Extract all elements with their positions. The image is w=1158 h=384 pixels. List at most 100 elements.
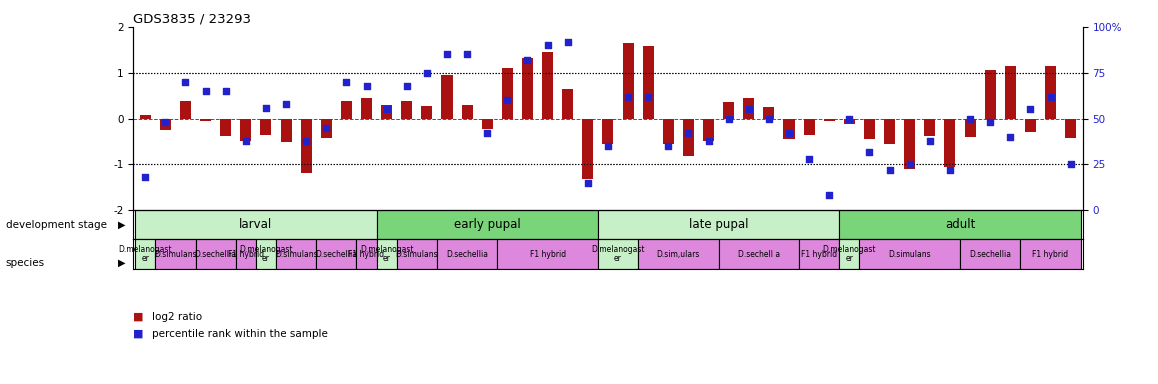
Point <box>719 116 738 122</box>
Bar <box>135 240 155 269</box>
Bar <box>200 119 211 121</box>
Bar <box>241 119 251 141</box>
Bar <box>683 119 694 156</box>
Bar <box>497 240 598 269</box>
Bar <box>743 98 754 119</box>
Bar <box>256 240 276 269</box>
Bar <box>984 70 996 119</box>
Point <box>800 156 819 162</box>
Point <box>659 143 677 149</box>
Bar <box>582 119 593 179</box>
Point <box>760 116 778 122</box>
Bar <box>381 105 393 119</box>
Bar <box>960 240 1020 269</box>
Bar <box>1025 119 1036 132</box>
Bar <box>562 89 573 119</box>
Point <box>699 137 718 144</box>
Bar <box>602 119 614 144</box>
Text: D.sechell a: D.sechell a <box>738 250 779 259</box>
Point <box>779 130 798 136</box>
Point <box>358 83 376 89</box>
Point <box>156 119 175 125</box>
Point <box>1041 93 1060 99</box>
Point <box>197 88 215 94</box>
Point <box>901 161 919 167</box>
Bar <box>441 75 453 119</box>
Bar <box>904 119 915 169</box>
Text: D.sim,ulars: D.sim,ulars <box>657 250 701 259</box>
Bar <box>965 119 975 137</box>
Text: D.melanogast
er: D.melanogast er <box>822 245 877 263</box>
Bar <box>482 119 493 129</box>
Bar <box>719 240 799 269</box>
Bar <box>321 119 332 138</box>
Point <box>498 97 516 103</box>
Bar <box>220 119 232 136</box>
Point <box>961 116 980 122</box>
Point <box>236 137 255 144</box>
Bar <box>422 106 432 119</box>
Point <box>296 137 315 144</box>
Bar <box>155 240 196 269</box>
Point <box>880 167 899 173</box>
Point <box>840 116 858 122</box>
Point <box>277 101 295 107</box>
Text: ▶: ▶ <box>118 258 125 268</box>
Text: larval: larval <box>240 218 272 231</box>
Bar <box>638 240 719 269</box>
Bar <box>864 119 875 139</box>
Point <box>519 57 537 63</box>
Bar <box>1020 240 1080 269</box>
Point <box>618 93 637 99</box>
Text: ■: ■ <box>133 329 144 339</box>
Point <box>740 106 758 113</box>
Bar <box>763 107 775 119</box>
Point <box>921 137 939 144</box>
Point <box>579 180 598 186</box>
Text: GDS3835 / 23293: GDS3835 / 23293 <box>133 13 251 26</box>
Bar <box>924 119 936 136</box>
Bar <box>1065 119 1076 138</box>
Text: D.simulans: D.simulans <box>154 250 197 259</box>
Bar <box>276 240 316 269</box>
Bar <box>522 58 533 119</box>
Bar <box>301 119 312 172</box>
Point <box>639 93 658 99</box>
Text: early pupal: early pupal <box>454 218 521 231</box>
Bar <box>340 101 352 119</box>
Bar <box>397 240 437 269</box>
Bar <box>784 119 794 139</box>
Bar <box>823 119 835 121</box>
Bar <box>598 210 840 240</box>
Bar <box>859 240 960 269</box>
Point <box>538 42 557 48</box>
Bar <box>401 101 412 119</box>
Bar <box>1005 66 1016 119</box>
Text: D.melanogast
er: D.melanogast er <box>240 245 293 263</box>
Text: F1 hybrid: F1 hybrid <box>801 250 837 259</box>
Text: F1 hybrid: F1 hybrid <box>349 250 384 259</box>
Point <box>1021 106 1040 113</box>
Point <box>599 143 617 149</box>
Point <box>337 79 356 85</box>
Bar <box>723 103 734 119</box>
Bar <box>884 119 895 144</box>
Bar <box>437 240 497 269</box>
Bar <box>140 115 151 119</box>
Point <box>981 119 999 125</box>
Bar <box>623 43 633 119</box>
Text: F1 hybrid: F1 hybrid <box>1033 250 1069 259</box>
Text: D.simulans: D.simulans <box>396 250 438 259</box>
Point <box>1062 161 1080 167</box>
Point <box>438 51 456 58</box>
Bar <box>703 119 714 141</box>
Bar <box>376 240 397 269</box>
Text: ■: ■ <box>133 312 144 322</box>
Point <box>820 192 838 199</box>
Bar <box>196 240 236 269</box>
Text: D.sechellia: D.sechellia <box>969 250 1011 259</box>
Bar <box>135 210 376 240</box>
Point <box>397 83 416 89</box>
Bar <box>179 101 191 119</box>
Bar <box>236 240 256 269</box>
